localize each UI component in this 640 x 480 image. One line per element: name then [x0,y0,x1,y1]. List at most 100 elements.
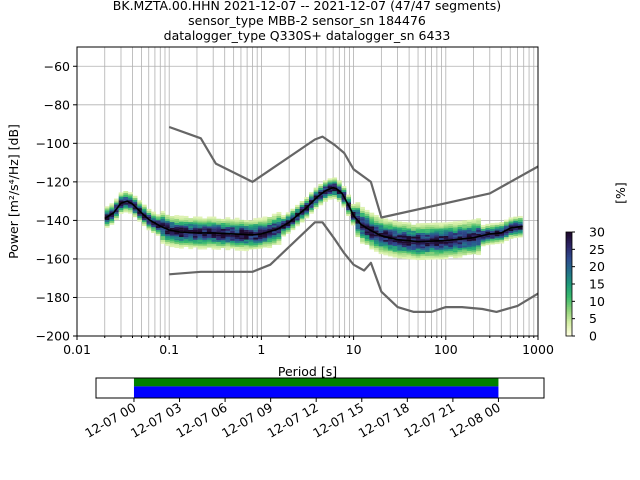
heatmap-cell [420,230,426,233]
x-tick-label: 100 [434,342,458,357]
heatmap-cell [239,223,245,226]
heatmap-cell [499,222,505,225]
heatmap-cell [355,225,361,228]
heatmap-cell [118,211,124,214]
heatmap-cell [216,239,222,243]
heatmap-cell [253,220,259,223]
heatmap-cell [304,204,310,207]
heatmap-cell [517,221,523,224]
heatmap-cell [360,214,365,217]
heatmap-cell [165,218,170,221]
heatmap-cell [202,239,208,242]
heatmap-cell [397,248,403,251]
heatmap-cell [490,226,495,230]
heatmap-cell [471,242,477,245]
heatmap-cell [267,234,273,237]
heatmap-cell [355,206,361,209]
heatmap-cell [211,224,217,227]
colorbar-swatch [566,235,572,238]
heatmap-cell [313,193,319,196]
heatmap-cell [406,232,412,235]
heatmap-cell [350,205,356,209]
heatmap-cell [452,236,458,239]
heatmap-cell [188,229,194,232]
heatmap-cell [471,252,477,255]
heatmap-cell [197,247,203,250]
heatmap-cell [434,251,440,254]
colorbar-swatch [566,277,572,280]
heatmap-cell [248,239,254,242]
heatmap-cell [141,220,147,223]
heatmap-cell [322,180,328,183]
heatmap-cell [327,189,333,193]
heatmap-cell [327,197,333,200]
heatmap-cell [369,228,375,231]
heatmap-cell [415,244,421,247]
heatmap-cell [262,235,268,238]
heatmap-cell [322,184,328,187]
heatmap-cell [114,210,119,213]
heatmap-cell [169,231,175,234]
heatmap-cell [179,215,184,218]
heatmap-cell [271,236,277,239]
heatmap-cell [188,225,194,228]
colorbar-swatch [566,299,572,302]
heatmap-cell [383,241,389,244]
heatmap-cell [248,241,254,244]
heatmap-cell [476,231,481,234]
heatmap-cell [202,233,208,237]
heatmap-cell [346,198,351,201]
heatmap-cell [476,237,481,240]
heatmap-cell [420,236,426,239]
heatmap-cell [369,231,375,235]
heatmap-cell [202,218,208,221]
heatmap-cell [429,224,435,227]
heatmap-cell [360,231,365,235]
heatmap-cell [253,229,259,232]
heatmap-cell [411,230,416,233]
y-tick-label: −200 [36,329,70,344]
heatmap-cell [508,234,514,237]
heatmap-cell [123,194,129,197]
heatmap-cell [281,226,287,229]
heatmap-cell [429,249,435,252]
heatmap-cell [485,231,491,234]
heatmap-cell [253,245,259,248]
heatmap-cell [457,222,463,225]
heatmap-cell [397,231,403,234]
heatmap-cell [225,228,231,231]
heatmap-cell [234,244,240,247]
heatmap-cell [104,206,110,209]
heatmap-cell [285,212,291,215]
heatmap-cell [211,218,217,221]
y-tick-label: −60 [44,59,70,74]
heatmap-cell [355,211,361,214]
heatmap-cell [141,206,147,209]
heatmap-cell [174,243,180,247]
x-tick-label: 1 [257,342,265,357]
heatmap-cell [132,203,138,206]
heatmap-cell [360,212,365,215]
heatmap-cell [225,226,231,229]
heatmap-cell [151,225,157,228]
heatmap-cell [322,195,328,198]
heatmap-cell [392,249,398,252]
heatmap-cell [327,182,333,185]
colorbar-swatch [566,308,572,311]
heatmap-cell [429,253,435,256]
timeline-tick-label: 12-07 18 [356,400,412,441]
heatmap-cell [480,224,486,228]
heatmap-cell [267,232,273,235]
heatmap-cell [336,186,342,189]
heatmap-cell [127,194,133,197]
heatmap-cell [165,234,170,237]
heatmap-cell [457,232,463,235]
heatmap-cell [387,240,393,243]
heatmap-cell [360,210,365,213]
heatmap-cell [457,242,463,245]
heatmap-cell [267,217,273,220]
heatmap-cell [309,196,314,199]
heatmap-cell [392,241,398,245]
heatmap-cell [503,236,509,240]
heatmap-cell [188,241,194,244]
